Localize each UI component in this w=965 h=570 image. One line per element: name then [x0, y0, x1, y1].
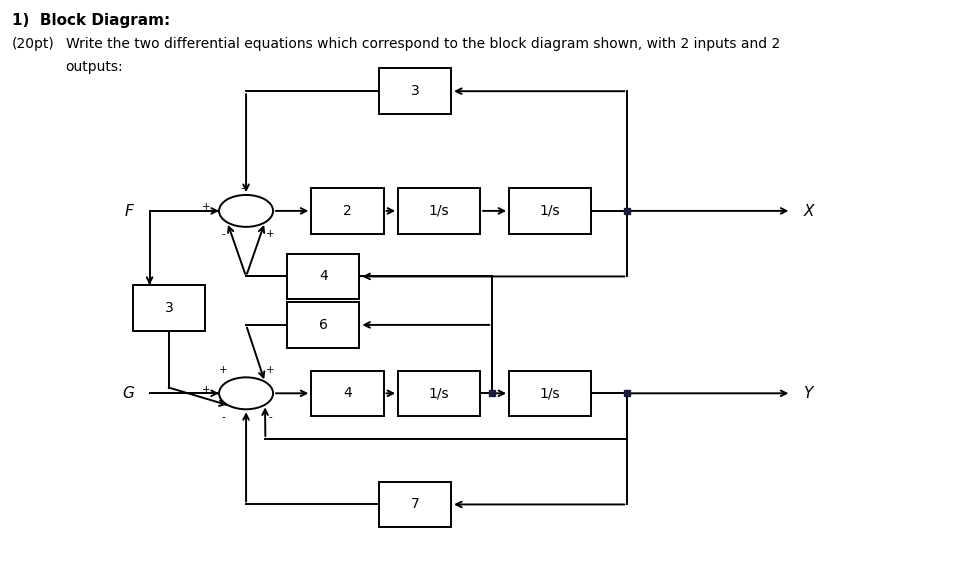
Text: 3: 3	[164, 301, 174, 315]
Text: $Y$: $Y$	[803, 385, 815, 401]
Text: 2: 2	[343, 204, 352, 218]
Text: 6: 6	[318, 318, 328, 332]
Text: -: -	[221, 229, 225, 239]
Text: 1)  Block Diagram:: 1) Block Diagram:	[12, 13, 170, 27]
Text: +: +	[219, 365, 227, 375]
Text: +: +	[203, 385, 210, 395]
Text: +: +	[266, 229, 274, 239]
Text: 4: 4	[318, 270, 328, 283]
Bar	[288, 302, 359, 348]
Bar	[399, 188, 481, 234]
Bar	[378, 482, 451, 527]
Bar	[288, 254, 359, 299]
Bar	[510, 370, 591, 416]
Bar	[510, 188, 591, 234]
Text: 1/s: 1/s	[428, 386, 450, 400]
Bar	[378, 68, 451, 114]
Text: $X$: $X$	[803, 203, 816, 219]
Text: -: -	[240, 183, 244, 193]
Text: $F$: $F$	[124, 203, 135, 219]
Text: +: +	[266, 365, 274, 375]
Text: 1/s: 1/s	[539, 386, 561, 400]
Text: (20pt): (20pt)	[12, 37, 54, 51]
Text: outputs:: outputs:	[66, 60, 124, 74]
Bar	[132, 285, 205, 331]
Text: -: -	[268, 412, 272, 422]
Bar	[311, 188, 384, 234]
Text: +: +	[203, 202, 210, 213]
Bar	[399, 370, 481, 416]
Text: $G$: $G$	[122, 385, 135, 401]
Text: 3: 3	[410, 84, 420, 98]
Text: 4: 4	[343, 386, 352, 400]
Text: 7: 7	[410, 498, 420, 511]
Text: 1/s: 1/s	[428, 204, 450, 218]
Text: Write the two differential equations which correspond to the block diagram shown: Write the two differential equations whi…	[66, 37, 780, 51]
Circle shape	[219, 195, 273, 227]
Text: 1/s: 1/s	[539, 204, 561, 218]
Bar	[311, 370, 384, 416]
Circle shape	[219, 377, 273, 409]
Text: -: -	[221, 412, 225, 422]
